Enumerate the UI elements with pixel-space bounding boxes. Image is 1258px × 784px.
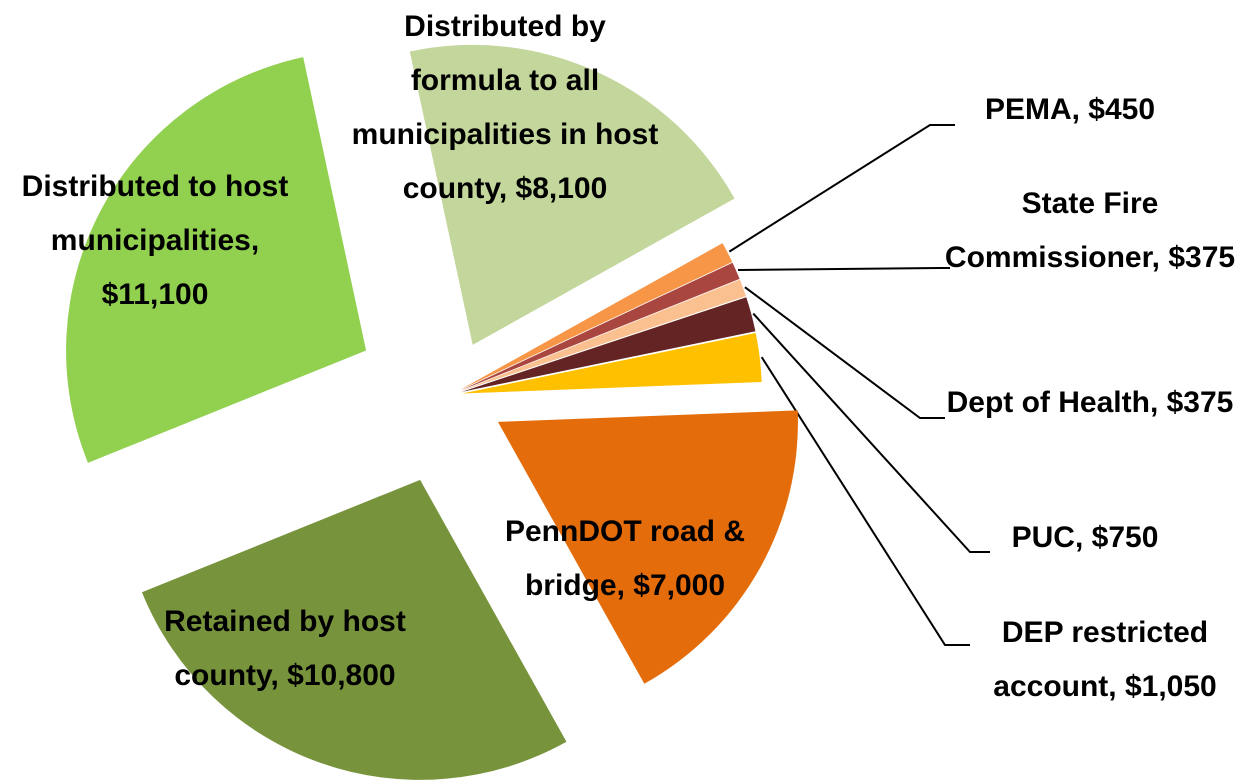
leader-line [744, 286, 945, 419]
slice-label: DEP restricted account, $1,050 [955, 606, 1255, 714]
category-label: Retained by host county, [164, 605, 406, 692]
value-label: $375 [1168, 241, 1236, 274]
pie-slice [461, 297, 756, 392]
pie-slice [461, 332, 762, 394]
value-label: $11,100 [101, 278, 209, 311]
category-label: PennDOT road & bridge, [504, 515, 745, 602]
category-label: Distributed to host municipalities, [21, 170, 289, 257]
pie-slice [66, 57, 367, 463]
slice-label: Retained by host county, $10,800 [115, 595, 455, 703]
value-label: $7,000 [633, 569, 726, 602]
value-label: $8,100 [515, 172, 608, 205]
category-label: Dept of Health, [946, 386, 1159, 419]
category-label: PEMA, [984, 93, 1080, 126]
value-label: $750 [1091, 521, 1159, 554]
slice-label: Distributed by formula to all municipali… [345, 0, 665, 216]
pie-slice [497, 410, 798, 684]
slice-label: PEMA, $450 [940, 83, 1200, 137]
leader-line [728, 124, 955, 253]
category-label: PUC, [1011, 521, 1084, 554]
slice-label: Distributed to host municipalities, $11,… [15, 160, 295, 322]
pie-slice [141, 479, 567, 780]
slice-label: PennDOT road & bridge, $7,000 [460, 505, 790, 613]
slice-label: PUC, $750 [955, 511, 1215, 565]
leader-line [738, 267, 950, 271]
category-label: DEP restricted account, [993, 616, 1209, 703]
value-label: $1,050 [1124, 670, 1217, 703]
value-label: $375 [1166, 386, 1234, 419]
leader-line [752, 312, 990, 553]
value-label: $450 [1088, 93, 1156, 126]
pie-slice [461, 262, 740, 391]
pie-slice [461, 279, 746, 391]
slice-label: Dept of Health, $375 [940, 376, 1240, 430]
slice-label: State Fire Commissioner, $375 [940, 177, 1240, 285]
category-label: Distributed by formula to all municipali… [351, 10, 659, 205]
leader-line [760, 356, 970, 646]
pie-slice [409, 44, 735, 345]
value-label: $10,800 [287, 659, 396, 692]
category-label: State Fire Commissioner, [944, 187, 1160, 274]
pie-slice [460, 243, 733, 390]
